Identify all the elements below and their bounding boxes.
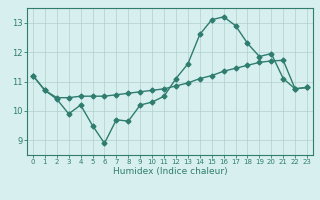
X-axis label: Humidex (Indice chaleur): Humidex (Indice chaleur) [113, 167, 227, 176]
